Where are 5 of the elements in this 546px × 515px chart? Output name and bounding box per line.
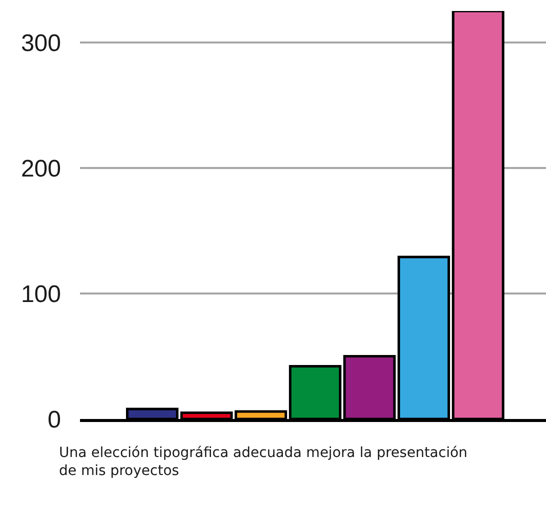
y-tick-label: 200 [20,155,61,182]
x-axis-title: Una elección tipográfica adecuada mejora la presentación de mis proyectos [59,445,468,480]
y-tick-label: 0 [48,406,61,434]
y-tick-label: 100 [20,280,61,308]
y-tick-label: 300 [20,30,61,57]
